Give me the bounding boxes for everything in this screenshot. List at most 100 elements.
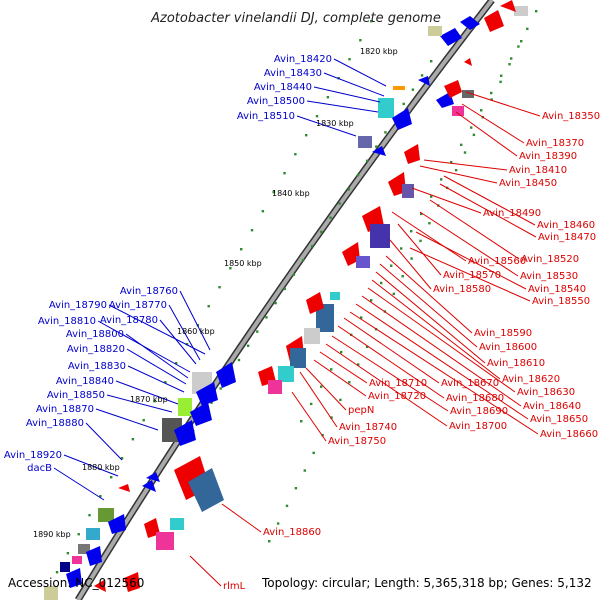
tick-dot <box>207 305 210 308</box>
label-leader <box>397 223 442 276</box>
gene-label-reverse: Avin_18550 <box>532 296 590 307</box>
gene-arrow <box>146 472 160 482</box>
gene-label-reverse: Avin_18740 <box>339 422 397 433</box>
gene-label-reverse: Avin_18600 <box>479 342 537 353</box>
tick-dot <box>283 172 286 175</box>
label-leader <box>361 295 522 407</box>
gene-label-reverse: Avin_18660 <box>540 429 598 440</box>
gene-label-reverse: Avin_18720 <box>368 391 426 402</box>
label-leader <box>53 467 105 501</box>
tick-dot <box>499 80 502 84</box>
scale-labels: 1820 kbp 1830 kbp 1840 kbp 1850 kbp 1860 kbp… <box>33 47 398 539</box>
gene-arrow <box>86 546 102 566</box>
label-leader <box>179 290 211 351</box>
label-leader <box>305 367 347 411</box>
reverse-gene-labels: Avin_18350 Avin_18370 Avin_18390 Avin_18410… <box>223 111 600 592</box>
gene-label-reverse: Avin_18630 <box>517 387 575 398</box>
gene-label-forward: dacB <box>27 463 52 474</box>
gene-label-reverse: rlmL <box>223 581 246 592</box>
tick-dot <box>360 316 363 319</box>
tick-dot <box>300 420 303 423</box>
tick-dot <box>430 195 433 198</box>
label-leaders <box>53 58 541 587</box>
gene-arrow <box>460 16 480 30</box>
tick-dot <box>460 143 463 147</box>
gene-label-forward: Avin_18500 <box>247 96 305 107</box>
tick-dot <box>347 188 351 191</box>
tick-dot <box>256 330 259 333</box>
gene-label-forward: Avin_18920 <box>4 450 62 461</box>
tick-dot <box>420 212 423 216</box>
gene-block <box>356 256 370 268</box>
gene-label-reverse: Avin_18540 <box>528 284 586 295</box>
gene-block <box>402 184 414 198</box>
tick-dot <box>292 273 296 276</box>
scale-tick-label: 1850 kbp <box>224 259 262 268</box>
tick-dot <box>276 522 280 525</box>
label-leader <box>325 343 448 427</box>
label-leader <box>371 279 501 380</box>
tick-dot <box>430 60 433 63</box>
tick-dot <box>329 216 332 219</box>
tick-dot <box>229 267 232 270</box>
gene-label-reverse: Avin_18670 <box>441 378 499 389</box>
tick-dot <box>470 126 473 129</box>
gene-label-forward: Avin_18440 <box>254 82 312 93</box>
gene-label-forward: Avin_18830 <box>68 361 126 372</box>
genome-summary: Topology: circular; Length: 5,365,318 bp… <box>261 576 592 590</box>
tick-dot <box>294 487 298 490</box>
label-leader <box>221 503 262 533</box>
tick-dot <box>454 169 458 172</box>
gene-block <box>98 508 114 522</box>
tick-dot <box>420 74 424 77</box>
tick-dot <box>210 401 213 404</box>
label-leader <box>291 391 327 442</box>
gene-label-forward: Avin_18790 <box>49 300 107 311</box>
tick-dot <box>303 469 306 472</box>
label-leader <box>313 86 381 103</box>
tick-dot <box>88 514 91 517</box>
label-leader <box>349 311 539 435</box>
tick-dot <box>411 88 415 91</box>
map-title: Azotobacter vinelandii DJ, complete geno… <box>150 11 441 26</box>
tick-dot <box>520 40 523 43</box>
gene-arrow <box>392 108 412 130</box>
gene-block <box>72 556 82 564</box>
tick-dot <box>365 159 369 163</box>
gene-label-reverse: Avin_18570 <box>443 270 501 281</box>
gene-label-forward: Avin_18800 <box>66 329 124 340</box>
gene-label-reverse: Avin_18620 <box>502 374 560 385</box>
gene-arrow <box>342 242 360 266</box>
tick-dot <box>419 239 422 243</box>
gene-block <box>278 366 294 382</box>
tick-dot <box>410 257 413 260</box>
tick-dot <box>535 10 538 13</box>
tick-dot <box>500 74 503 77</box>
gene-arrow <box>196 382 218 406</box>
gene-arrow <box>94 580 106 592</box>
tick-dot <box>338 202 341 205</box>
gene-block <box>428 26 442 36</box>
tick-dot <box>219 387 222 390</box>
tick-dot <box>153 400 156 403</box>
tick-dot <box>340 350 343 354</box>
label-leader <box>331 335 449 412</box>
label-leader <box>63 454 119 477</box>
gene-block <box>304 328 320 344</box>
tick-dot <box>356 173 360 177</box>
tick-dot <box>330 368 333 371</box>
tick-dot <box>510 57 513 60</box>
gene-arrow <box>174 420 196 446</box>
tick-dot <box>517 45 520 48</box>
label-leader <box>389 239 432 290</box>
scale-tick-label: 1820 kbp <box>360 47 398 56</box>
gene-arrow <box>306 292 324 314</box>
tick-dot <box>472 133 476 137</box>
tick-dot <box>131 438 135 441</box>
gene-label-reverse: Avin_18450 <box>499 178 557 189</box>
label-leader <box>299 371 338 428</box>
gene-block <box>60 562 70 572</box>
gene-block <box>178 398 192 416</box>
label-leader <box>127 365 185 393</box>
label-leader <box>443 175 536 226</box>
